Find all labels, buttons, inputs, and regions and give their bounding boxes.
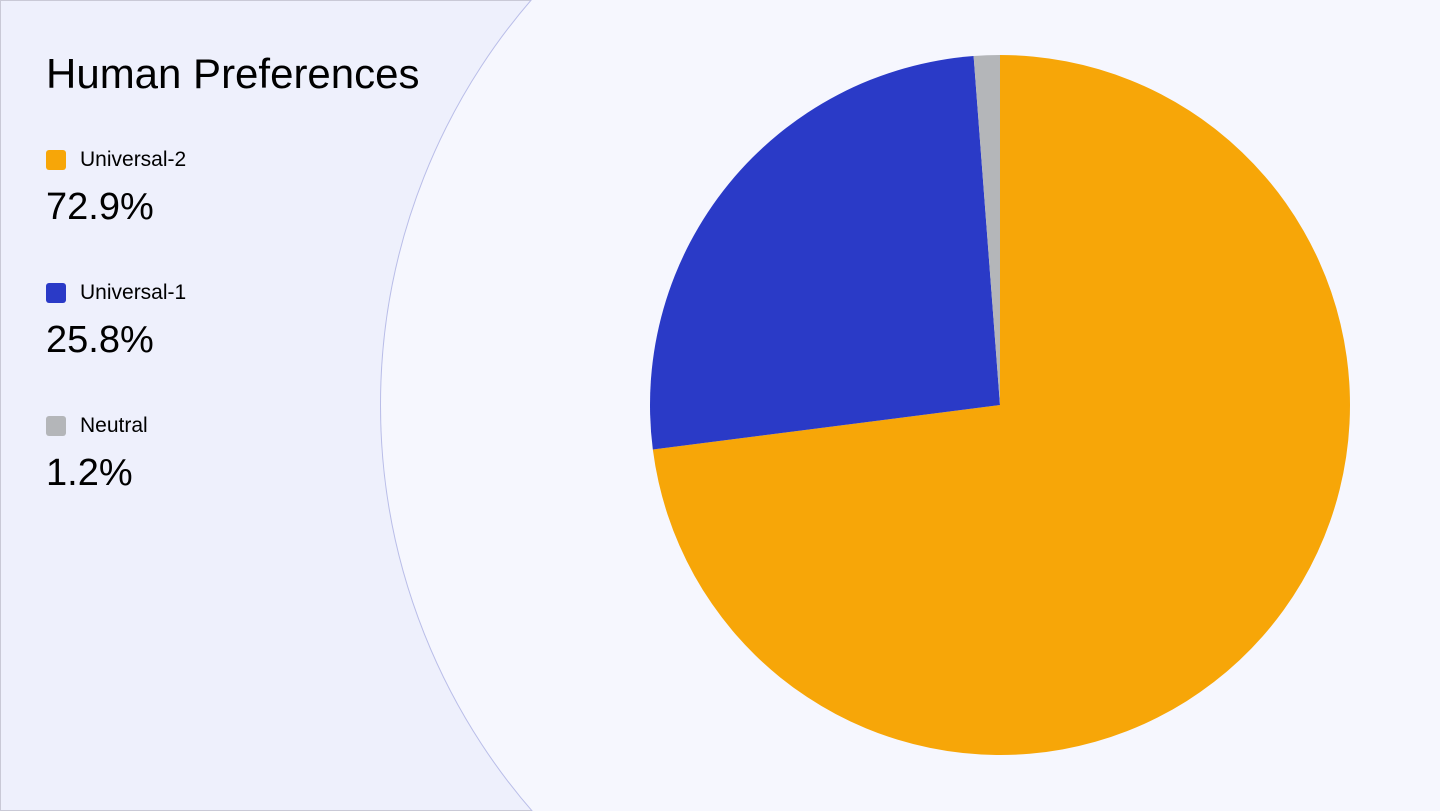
legend-swatch — [46, 283, 66, 303]
legend-item: Neutral 1.2% — [46, 414, 186, 495]
legend-swatch — [46, 416, 66, 436]
legend-value: 1.2% — [46, 452, 186, 495]
legend-label: Universal-2 — [80, 148, 186, 172]
legend-row: Universal-1 — [46, 281, 186, 305]
legend-swatch — [46, 150, 66, 170]
legend-label: Neutral — [80, 414, 148, 438]
legend: Universal-2 72.9% Universal-1 25.8% Neutral 1… — [46, 148, 186, 547]
legend-value: 72.9% — [46, 186, 186, 229]
legend-row: Neutral — [46, 414, 186, 438]
legend-row: Universal-2 — [46, 148, 186, 172]
pie-chart — [650, 55, 1350, 755]
pie-slice — [650, 56, 1000, 449]
legend-item: Universal-1 25.8% — [46, 281, 186, 362]
legend-item: Universal-2 72.9% — [46, 148, 186, 229]
chart-title: Human Preferences — [46, 50, 420, 98]
legend-label: Universal-1 — [80, 281, 186, 305]
legend-value: 25.8% — [46, 319, 186, 362]
